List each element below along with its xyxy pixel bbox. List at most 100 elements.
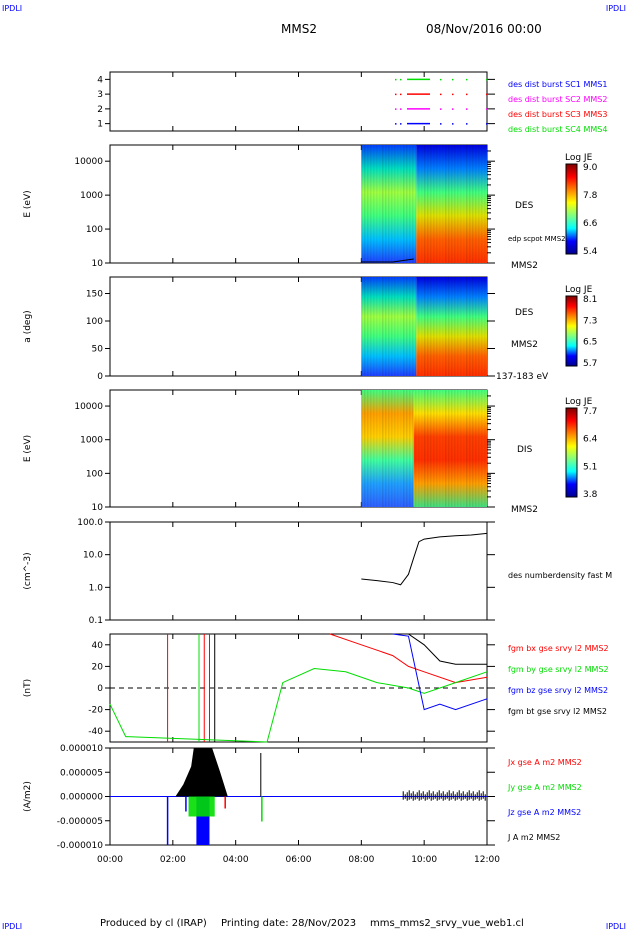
spectrogram-early	[361, 145, 417, 263]
spectrogram-column	[436, 277, 438, 376]
footer-logo-right: IPDLI	[605, 922, 626, 931]
panel-label: edp scpot MMS2	[508, 235, 566, 243]
y-tick-label: 2	[97, 105, 103, 115]
spectrogram-column	[415, 145, 417, 263]
panel-label: MMS2	[511, 261, 538, 271]
y-tick-label: -0.000005	[57, 817, 103, 827]
spectrogram-column	[382, 390, 384, 507]
spectrogram-column	[475, 277, 477, 376]
series-label: fgm bt gse srvy l2 MMS2	[508, 707, 607, 716]
y-tick-label: -20	[88, 706, 103, 716]
spectrogram-early	[361, 390, 414, 507]
spectrogram-column	[397, 145, 399, 263]
spectrogram-column	[403, 277, 405, 376]
availability-dot	[400, 108, 402, 110]
spectrogram-column	[475, 145, 477, 263]
availability-dot	[395, 108, 397, 110]
y-tick-label: 100	[86, 317, 103, 327]
spectrogram-column	[463, 390, 465, 507]
colorbar-tick-label: 5.7	[583, 359, 597, 369]
footer-printing: Printing date: 28/Nov/2023	[221, 918, 357, 929]
availability-dot	[440, 108, 442, 110]
y-tick-label: 50	[92, 345, 104, 355]
spectrogram-column	[481, 390, 483, 507]
panel-frame	[109, 71, 488, 132]
availability-dot	[486, 123, 488, 125]
y-tick-label: 0	[97, 684, 103, 694]
x-tick-label: 02:00	[160, 855, 186, 865]
spectrogram-column	[451, 390, 453, 507]
spectrogram-column	[424, 390, 426, 507]
y-tick-label: 100	[86, 469, 103, 479]
spectrogram-column	[478, 277, 480, 376]
spectrogram-column	[364, 145, 366, 263]
y-tick-label: -40	[88, 727, 103, 737]
y-tick-label: 40	[92, 641, 104, 651]
y-tick-label: 0	[97, 372, 103, 382]
spectrogram-column	[406, 145, 408, 263]
spectrogram-column	[397, 390, 399, 507]
spectrogram-column	[463, 145, 465, 263]
spectrogram-column	[460, 145, 462, 263]
panel-label: DES	[515, 308, 534, 318]
availability-dot	[466, 78, 468, 81]
availability-dot	[440, 78, 442, 81]
colorbar-tick-label: 3.8	[583, 490, 598, 500]
spectrogram-column	[379, 277, 381, 376]
x-tick-label: 00:00	[97, 855, 123, 865]
spectrogram-column	[448, 390, 450, 507]
availability-dot	[440, 123, 442, 125]
spectrogram-column	[427, 277, 429, 376]
series-label: Jx gse A m2 MMS2	[507, 758, 582, 767]
spectrogram-column	[379, 390, 381, 507]
spectrogram-column	[439, 145, 441, 263]
x-tick-label: 12:00	[474, 855, 500, 865]
spectrogram-column	[469, 145, 471, 263]
spectrogram-column	[394, 145, 396, 263]
spectrogram-column	[415, 390, 417, 507]
spectrogram-column	[391, 390, 393, 507]
spectrogram-column	[421, 277, 423, 376]
spectrogram-column	[397, 277, 399, 376]
availability-dot	[400, 93, 402, 96]
spectrogram-column	[445, 145, 447, 263]
spectrogram-column	[415, 277, 417, 376]
spectrogram-column	[439, 390, 441, 507]
spectrogram-column	[394, 277, 396, 376]
legend-entry: des dist burst SC1 MMS1	[508, 80, 607, 89]
y-tick-label: 0.000005	[60, 768, 103, 778]
series-label: Jz gse A m2 MMS2	[507, 808, 581, 817]
panel-label: MMS2	[511, 340, 538, 350]
spectrogram-column	[445, 390, 447, 507]
series-label: fgm bx gse srvy l2 MMS2	[508, 644, 609, 653]
colorbar-tick-label: 7.3	[583, 316, 597, 326]
y-tick-label: 10	[92, 259, 104, 269]
spectrogram-column	[394, 390, 396, 507]
y-tick-label: 0.000000	[60, 793, 103, 803]
y-tick-label: 100.0	[77, 518, 103, 528]
series-label: fgm by gse srvy l2 MMS2	[508, 665, 609, 674]
series-label: fgm bz gse srvy l2 MMS2	[508, 686, 608, 695]
spectrogram-column	[388, 390, 390, 507]
series-label: J A m2 MMS2	[507, 833, 560, 842]
availability-dot	[395, 123, 397, 125]
spectrogram-column	[361, 145, 363, 263]
spectrogram-late	[413, 390, 487, 507]
y-axis-label: a (deg)	[23, 310, 33, 342]
spectrogram-column	[457, 145, 459, 263]
spectrogram-late	[416, 277, 487, 376]
availability-dot	[395, 93, 397, 96]
spectrogram-column	[436, 145, 438, 263]
spectrogram-column	[433, 145, 435, 263]
legend-entry: des dist burst SC2 MMS2	[508, 95, 607, 104]
b-series-line	[408, 633, 487, 665]
spectrogram-column	[418, 390, 420, 507]
panel-label: 137-183 eV	[496, 372, 549, 382]
spectrogram-column	[373, 390, 375, 507]
y-axis-label: E (eV)	[23, 190, 33, 217]
spectrogram-late	[416, 145, 487, 263]
y-tick-label: 100	[86, 225, 103, 235]
date-title: 08/Nov/2016 00:00	[426, 22, 542, 36]
spectrogram-column	[385, 390, 387, 507]
